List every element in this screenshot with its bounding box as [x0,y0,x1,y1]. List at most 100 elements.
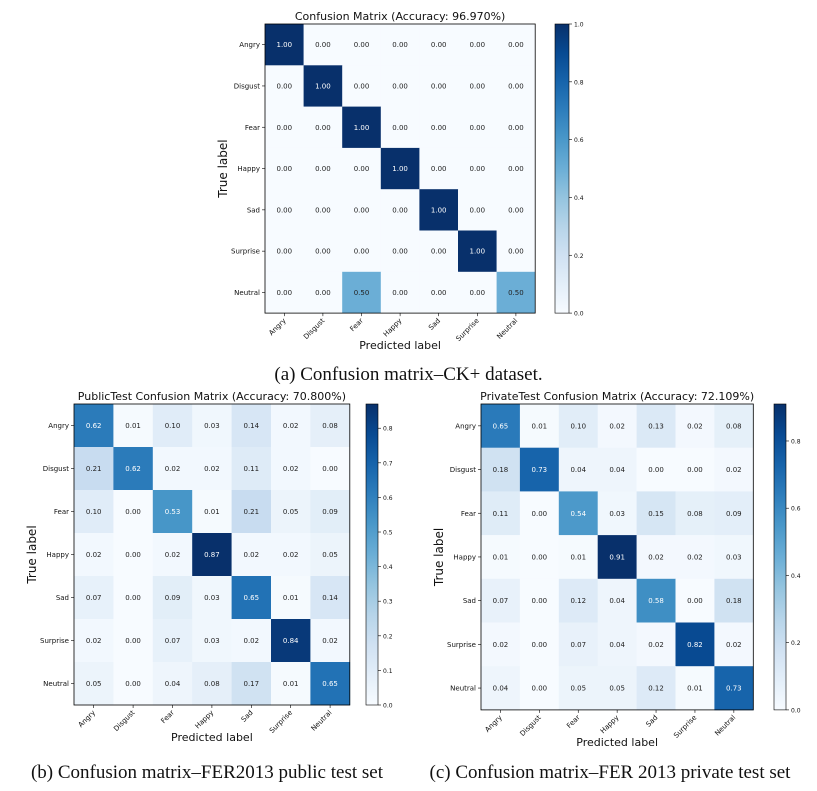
panel-3-cell [519,666,560,711]
panel-3-cell-value: 0.10 [570,422,586,430]
panel-2-colorbar-tick-label: 0.0 [383,703,393,710]
panel-2-cell [152,619,193,663]
panel-3-cell-value: 0.07 [493,597,509,605]
panel-3-cell-value: 0.00 [532,641,548,649]
panel-3-cell-value: 0.15 [648,510,664,518]
panel-2-cell [310,404,351,448]
panel-2-x-tick-label: Sad [240,709,255,724]
panel-2-cell-value: 0.02 [322,637,338,645]
panel-1-cell-value: 0.00 [392,248,408,256]
panel-1-cell-value: 0.00 [508,165,524,173]
panel-3-cell-value: 0.08 [726,422,742,430]
panel-3-cell [636,666,676,711]
panel-2-cell-value: 0.10 [86,508,102,516]
panel-3-cell-value: 0.73 [726,685,742,693]
panel-1-cell [342,147,382,190]
panel-2-cell [231,619,272,663]
panel-3-x-axis-label: Predicted label [576,736,658,749]
panel-3-cell [675,447,715,492]
panel-1-cell-value: 0.00 [470,206,486,214]
caption-b: (b) Confusion matrix–FER2013 public test… [30,762,383,783]
panel-3-cell-value: 0.02 [648,641,664,649]
panel-1-cell [458,271,497,314]
panel-1-y-axis-label: True label [216,139,230,198]
panel-2-x-tick-label: Fear [160,709,176,725]
panel-1-cell [303,24,343,66]
panel-1-cell [419,106,459,149]
panel-2-cell [74,662,114,706]
panel-2-x-tick-label: Angry [77,709,97,729]
panel-3-cell-value: 0.04 [609,466,625,474]
panel-3-cell-value: 0.00 [532,553,548,561]
panel-3-colorbar-tick-label: 0.0 [791,707,801,714]
panel-2-x-tick-label: Neutral [310,709,334,733]
panel-1-x-tick-label: Surprise [455,317,481,343]
panel-3-y-tick-label: Sad [463,597,476,605]
panel-2-cell-value: 0.65 [322,680,338,688]
panel-3-cell-value: 0.02 [493,641,509,649]
panel-2-cell [271,619,311,663]
panel-2-cell-value: 0.02 [204,465,220,473]
panel-1-cell [458,230,497,273]
panel-1-cell [303,189,343,231]
panel-2-y-tick-label: Fear [54,508,69,516]
panel-2-cell [310,447,351,491]
panel-3-x-tick-label: Disgust [519,713,543,737]
panel-3-cell-value: 0.02 [687,422,703,430]
panel-2-cell-value: 0.00 [125,680,141,688]
panel-1-cell-value: 0.00 [470,82,486,90]
panel-1-cell [419,230,459,273]
panel-2-colorbar-tick-label: 0.3 [383,599,393,606]
panel-2-cell-value: 0.00 [125,508,141,516]
panel-3-cell [481,578,521,623]
panel-1-cell [458,24,497,66]
panel-1-cell-value: 0.00 [470,289,486,297]
panel-3-y-tick-label: Neutral [450,685,476,693]
panel-1-cell [380,147,420,190]
panel-2-cell-value: 0.01 [125,422,141,430]
panel-3-cell-value: 0.65 [493,422,509,430]
panel-1-cell [419,65,459,107]
panel-1-cell [380,106,420,149]
panel-1-cell [380,24,420,66]
panel-3-title: PrivateTest Confusion Matrix (Accuracy: … [480,390,754,403]
panel-3-cell-value: 0.04 [493,685,509,693]
panel-3-cell [675,622,715,667]
panel-2-colorbar-tick-label: 0.4 [383,564,393,571]
panel-1-cell [496,24,536,66]
panel-3-cell [558,535,598,580]
panel-2-cell [113,619,154,663]
panel-1-cell [342,65,382,107]
panel-2-cell [152,447,193,491]
panel-2-cell-value: 0.03 [204,594,220,602]
panel-1-cell-value: 0.00 [354,41,370,49]
panel-1-cell-value: 0.50 [354,289,370,297]
panel-3-cell-value: 0.18 [726,597,742,605]
panel-1-cell [342,230,382,273]
panel-1-cell-value: 1.00 [470,248,486,256]
panel-2-cell [231,447,272,491]
panel-3-x-tick-label: Surprise [672,714,698,740]
panel-3-cell-value: 0.01 [570,553,586,561]
panel-3-cell-value: 0.03 [726,553,742,561]
panel-3-cell [714,666,754,711]
panel-2-cell [310,490,351,534]
panel-1-x-tick-label: Angry [267,317,287,337]
panel-2-y-tick-label: Neutral [43,680,69,688]
panel-3-cell-value: 0.05 [570,685,586,693]
panel-1-cell [419,147,459,190]
panel-3-x-tick-label: Sad [644,714,659,729]
panel-2-cell [74,619,114,663]
panel-3-cell [597,666,637,711]
panel-3-cell-value: 0.00 [532,597,548,605]
panel-3-cell-value: 0.09 [726,510,742,518]
panel-3-cell-value: 0.02 [726,466,742,474]
panel-1-cell-value: 0.00 [392,41,408,49]
panel-1-cell-value: 0.00 [392,206,408,214]
panel-2-cell [310,533,351,577]
panel-1-cell [458,106,497,149]
panel-1-cell-value: 0.00 [508,124,524,132]
panel-1-cell-value: 0.00 [508,82,524,90]
panel-1-cell [342,106,382,149]
